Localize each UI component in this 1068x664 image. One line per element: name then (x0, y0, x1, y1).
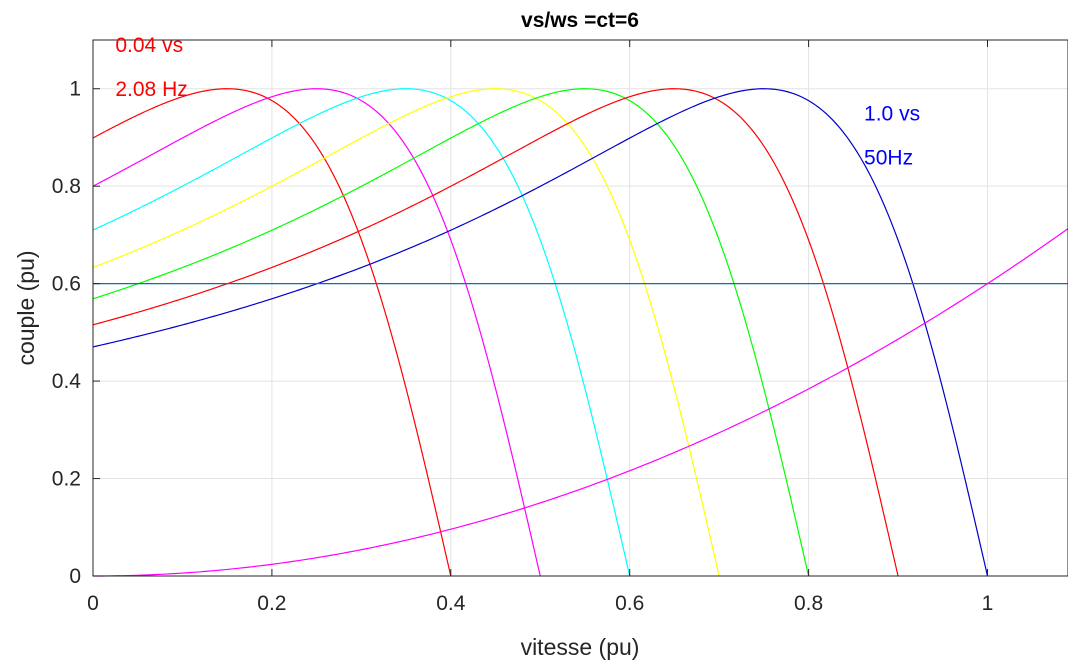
x-tick-label: 0.8 (794, 592, 823, 615)
annotation-label: 1.0 vs (864, 102, 920, 125)
x-tick-label: 0.4 (436, 592, 466, 615)
y-tick-label: 0.4 (52, 370, 82, 393)
torque-curve-4 (92, 88, 720, 577)
y-tick-label: 0 (69, 565, 81, 588)
annotation-label: 50Hz (864, 146, 913, 169)
y-axis-label: couple (pu) (13, 250, 39, 365)
y-tick-label: 1 (69, 78, 81, 101)
annotation-label: 0.04 vs (115, 34, 183, 57)
plot-frame (92, 39, 1068, 577)
x-tick-label: 0 (87, 592, 99, 615)
y-tick-label: 0.2 (52, 468, 81, 491)
ticks-group: 0 0.2 0.4 0.6 0.8 1 0 0.2 0.4 0.6 0.8 1 (52, 40, 994, 615)
annotations-group: 0.04 vs 2.08 Hz 1.0 vs 50Hz (115, 34, 920, 169)
torque-curve-3 (92, 88, 631, 577)
annotation-label: 2.08 Hz (115, 78, 187, 101)
torque-curve-7 (92, 88, 989, 577)
x-tick-label: 1 (982, 592, 994, 615)
torque-curve-1 (92, 88, 452, 577)
y-tick-label: 0.6 (52, 273, 81, 296)
y-tick-label: 0.8 (52, 175, 81, 198)
torque-curve-5 (92, 88, 810, 577)
plot-background (93, 40, 1068, 576)
series-group (92, 88, 1068, 577)
x-tick-label: 0.2 (257, 592, 286, 615)
x-axis-label: vitesse (pu) (521, 634, 640, 660)
load-curve (92, 228, 1068, 577)
chart-title: vs/ws =ct=6 (521, 9, 639, 32)
x-tick-label: 0.6 (615, 592, 644, 615)
